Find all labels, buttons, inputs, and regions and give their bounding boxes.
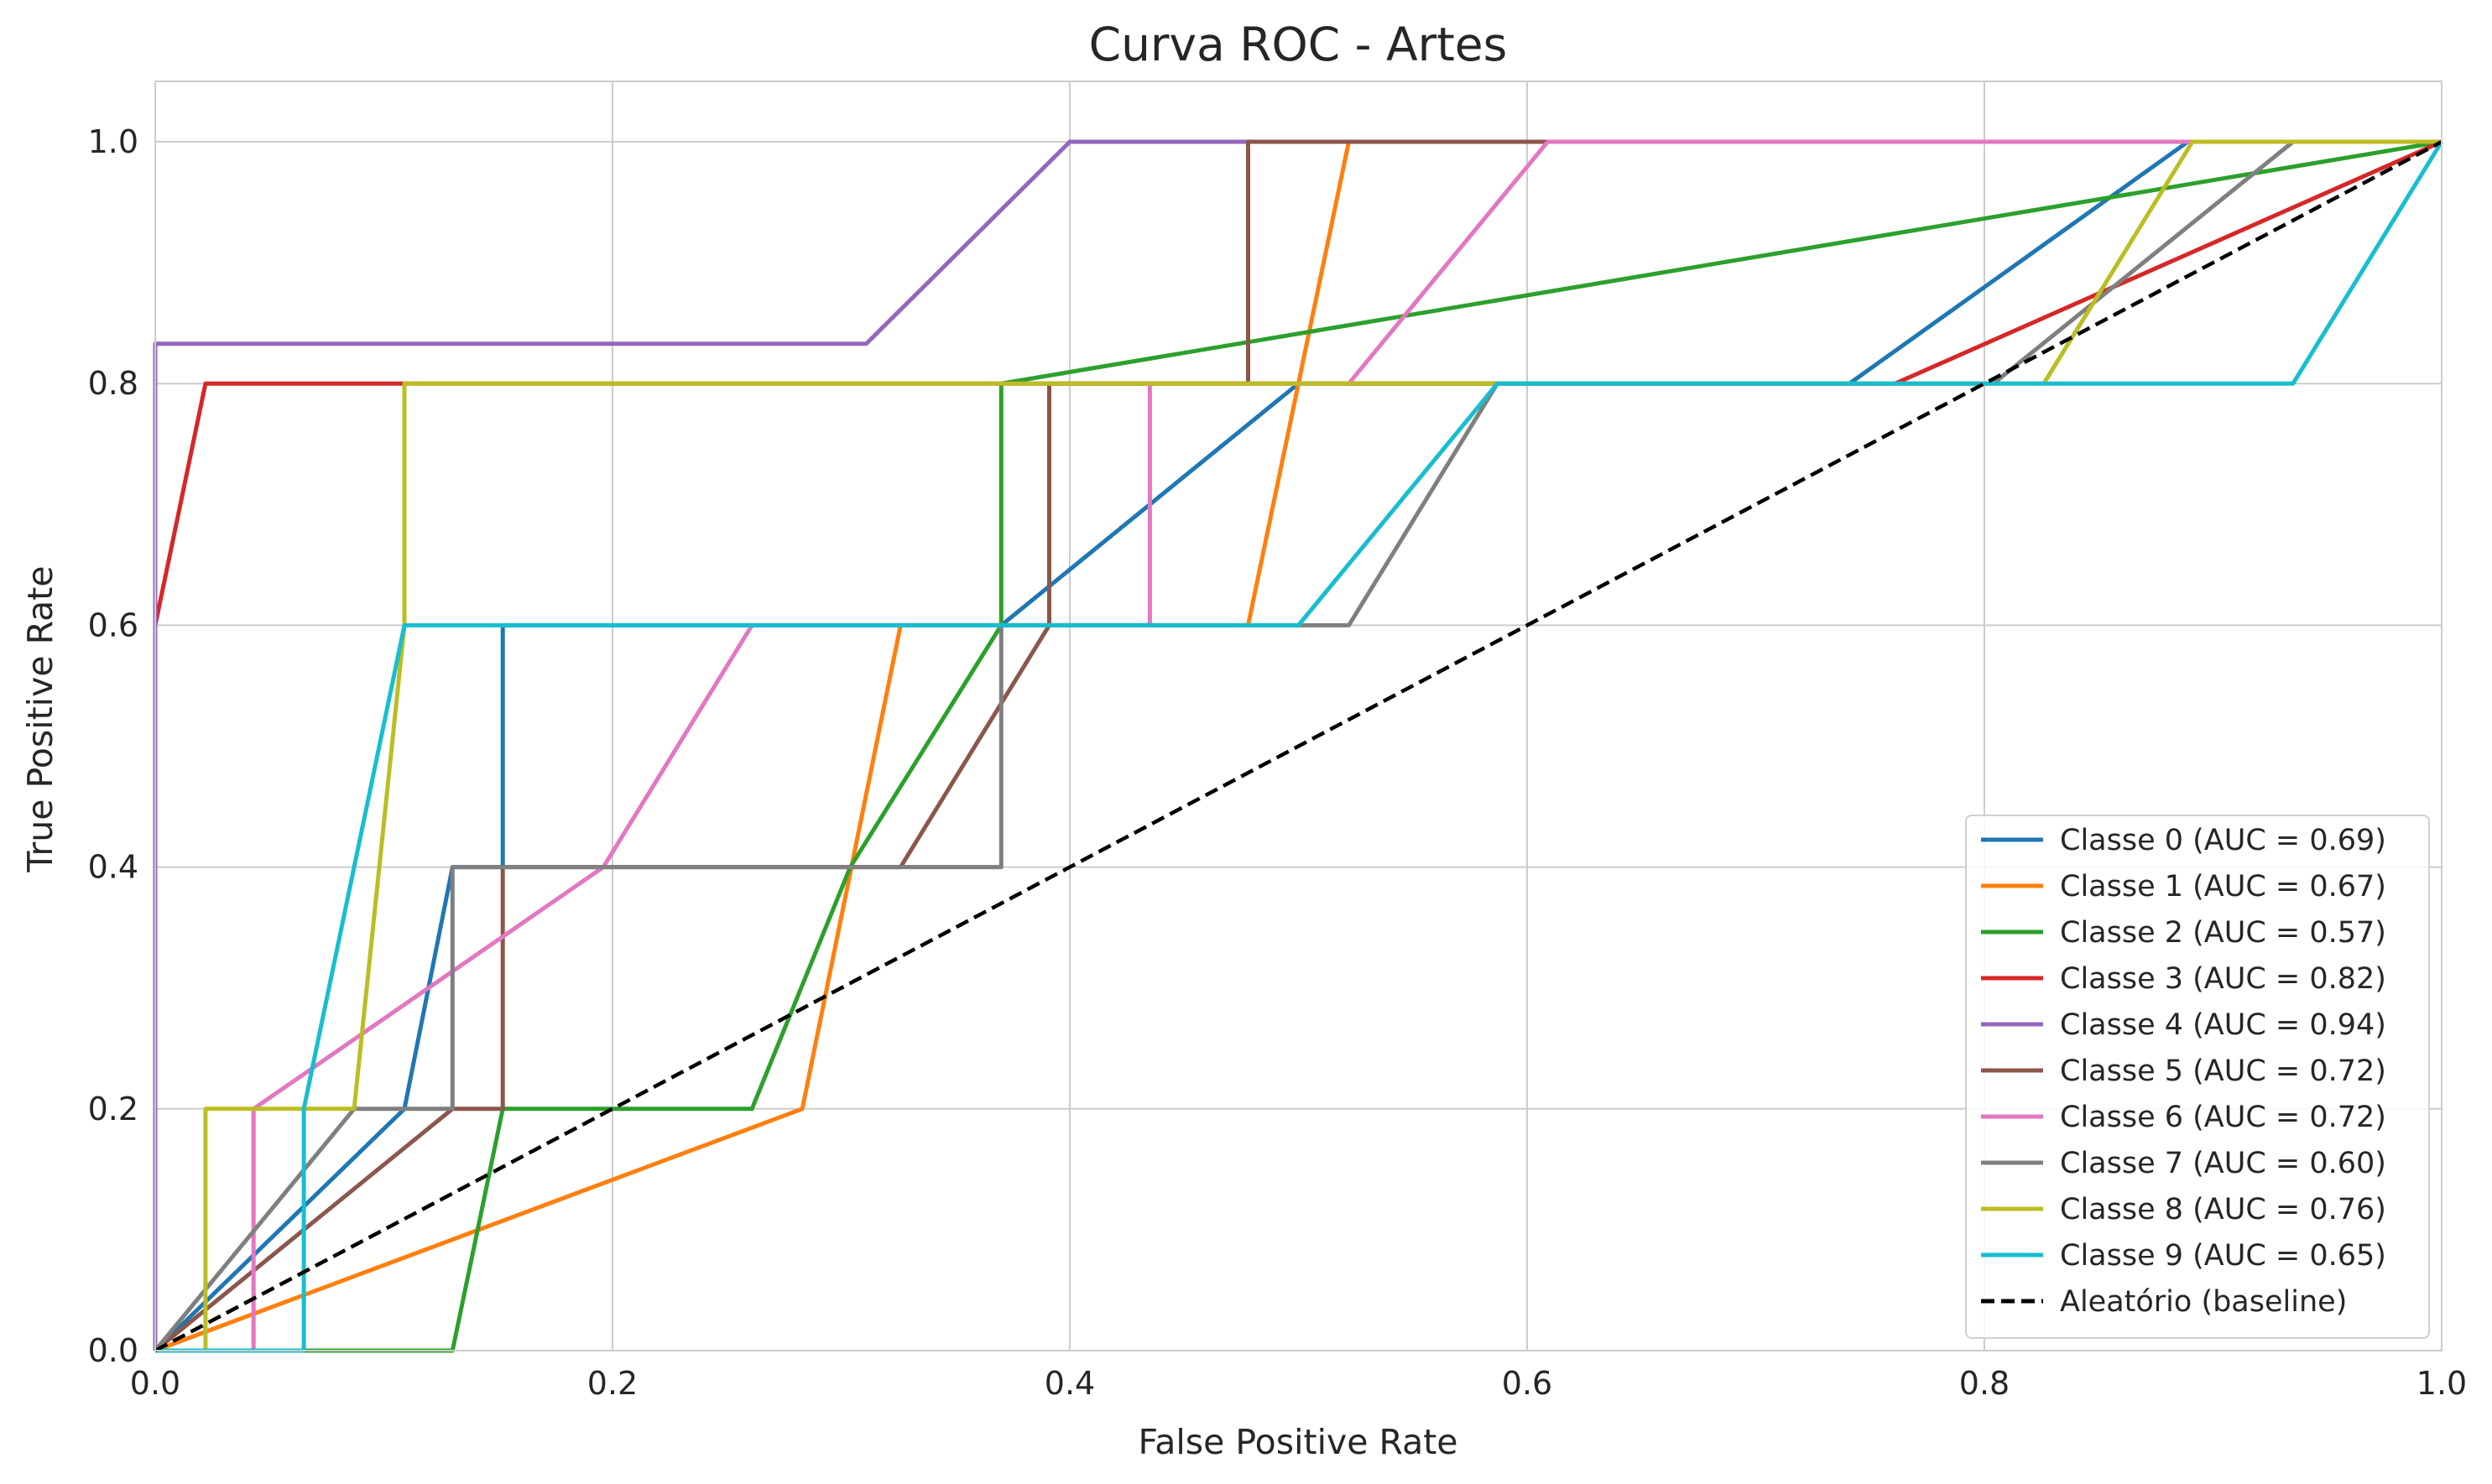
legend-label: Classe 6 (AUC = 0.72) bbox=[2060, 1101, 2386, 1134]
y-tick-label: 0.6 bbox=[88, 607, 138, 643]
legend-label: Classe 4 (AUC = 0.94) bbox=[2060, 1008, 2386, 1042]
legend-label: Classe 2 (AUC = 0.57) bbox=[2060, 916, 2386, 950]
x-axis-label: False Positive Rate bbox=[1138, 1422, 1457, 1462]
legend-label: Classe 7 (AUC = 0.60) bbox=[2060, 1147, 2386, 1180]
x-tick-label: 0.8 bbox=[1959, 1365, 2010, 1402]
y-tick-label: 0.8 bbox=[88, 365, 138, 402]
x-tick-label: 0.4 bbox=[1045, 1365, 1095, 1402]
legend-label: Classe 5 (AUC = 0.72) bbox=[2060, 1054, 2386, 1088]
y-tick-label: 0.2 bbox=[88, 1091, 138, 1127]
chart-title: Curva ROC - Artes bbox=[1089, 18, 1508, 71]
legend-label: Classe 3 (AUC = 0.82) bbox=[2060, 962, 2386, 996]
x-tick-label: 0.2 bbox=[587, 1365, 638, 1402]
y-tick-label: 0.4 bbox=[88, 849, 138, 886]
legend-label: Classe 1 (AUC = 0.67) bbox=[2060, 870, 2386, 903]
legend-label: Aleatório (baseline) bbox=[2060, 1285, 2347, 1319]
legend: Classe 0 (AUC = 0.69) Classe 1 (AUC = 0.6… bbox=[1966, 815, 2429, 1338]
x-tick-label: 0.0 bbox=[130, 1365, 180, 1402]
legend-label: Classe 8 (AUC = 0.76) bbox=[2060, 1193, 2386, 1226]
legend-label: Classe 0 (AUC = 0.69) bbox=[2060, 824, 2386, 857]
y-tick-label: 1.0 bbox=[88, 123, 138, 160]
legend-label: Classe 9 (AUC = 0.65) bbox=[2060, 1239, 2386, 1273]
x-tick-label: 0.6 bbox=[1502, 1365, 1552, 1402]
y-axis-label: True Positive Rate bbox=[20, 565, 60, 872]
y-tick-label: 0.0 bbox=[88, 1332, 138, 1369]
x-tick-label: 1.0 bbox=[2416, 1365, 2467, 1402]
